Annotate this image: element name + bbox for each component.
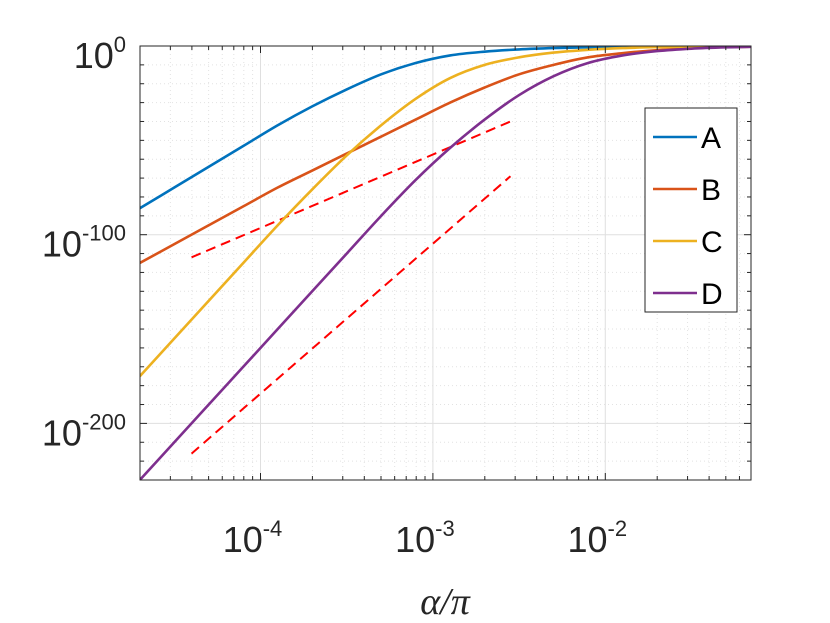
- x-tick-label-1: 10-3: [395, 516, 455, 560]
- y-tick-base: 10: [42, 412, 82, 453]
- reference-line-ref-d: [190, 175, 512, 455]
- x-tick-exponent: -2: [608, 516, 628, 541]
- legend-label-c: C: [701, 226, 723, 259]
- x-tick-label-2: 10-2: [567, 516, 627, 560]
- y-tick-exponent: -100: [82, 221, 126, 246]
- x-tick-label-0: 10-4: [223, 516, 283, 560]
- x-tick-base: 10: [567, 519, 607, 560]
- y-tick-base: 10: [74, 35, 114, 76]
- y-tick-label-1: 10-100: [42, 221, 126, 265]
- y-tick-label-2: 10-200: [42, 409, 126, 453]
- x-tick-exponent: -4: [263, 516, 283, 541]
- y-tick-base: 10: [42, 224, 82, 265]
- x-tick-base: 10: [395, 519, 435, 560]
- y-tick-exponent: -200: [82, 409, 126, 434]
- x-tick-exponent: -3: [435, 516, 455, 541]
- series-line-d: [140, 46, 751, 480]
- legend-box: [644, 107, 738, 313]
- plot-frame: [139, 45, 752, 481]
- x-axis-label: α/π: [420, 581, 471, 623]
- x-tick-labels: 10-4 10-3 10-2: [223, 516, 627, 560]
- x-tick-base: 10: [223, 519, 263, 560]
- y-tick-exponent: 0: [114, 32, 126, 57]
- y-tick-label-0: 100: [74, 32, 126, 76]
- legend-label-b: B: [701, 174, 721, 207]
- legend-label-d: D: [701, 278, 723, 311]
- legend-label-a: A: [701, 122, 721, 155]
